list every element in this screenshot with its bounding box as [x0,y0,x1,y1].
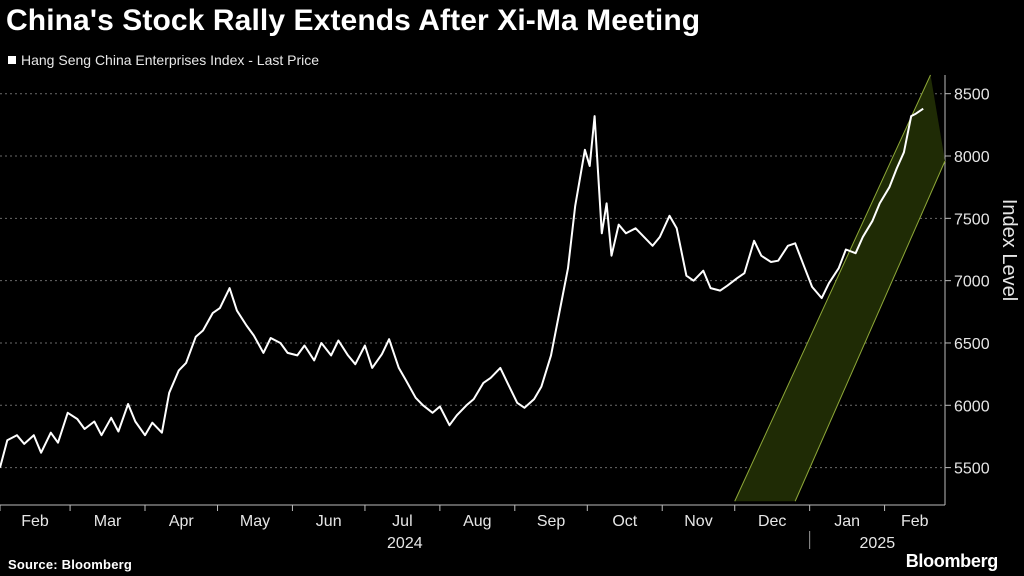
bloomberg-logo: Bloomberg [905,551,999,571]
x-tick-label: Aug [463,513,491,530]
x-tick-label: Sep [537,513,566,530]
x-tick-label: Apr [169,513,195,530]
y-axis-label: Index Level [998,199,1020,301]
x-tick-label: Feb [21,513,49,530]
x-tick-label: Nov [684,513,712,530]
y-tick-label: 7000 [954,274,990,291]
trend-channel-band [734,75,945,502]
x-tick-label: May [240,513,270,530]
x-tick-label: Jun [316,513,342,530]
x-tick-label: Jan [834,513,860,530]
x-tick-label: Feb [901,513,929,530]
x-tick-label: Jul [392,513,412,530]
x-tick-label: Mar [94,513,122,530]
x-year-label: 2024 [387,535,423,552]
legend: Hang Seng China Enterprises Index - Last… [8,52,319,68]
trend-channel-upper [734,74,931,502]
legend-swatch [8,56,16,64]
y-tick-label: 8500 [954,87,990,104]
y-tick-label: 6000 [954,398,990,415]
y-tick-label: 6500 [954,336,990,353]
x-year-label: 2025 [860,535,896,552]
y-tick-label: 8000 [954,149,990,166]
legend-label: Hang Seng China Enterprises Index - Last… [21,52,320,68]
y-tick-label: 5500 [954,461,990,478]
trend-channel-lower [794,160,946,502]
source-note: Source: Bloomberg [8,557,133,572]
x-tick-label: Oct [612,513,637,530]
chart-title: China's Stock Rally Extends After Xi-Ma … [6,4,701,37]
series-line [0,107,924,468]
x-tick-label: Dec [758,513,786,530]
y-tick-label: 7500 [954,211,990,228]
